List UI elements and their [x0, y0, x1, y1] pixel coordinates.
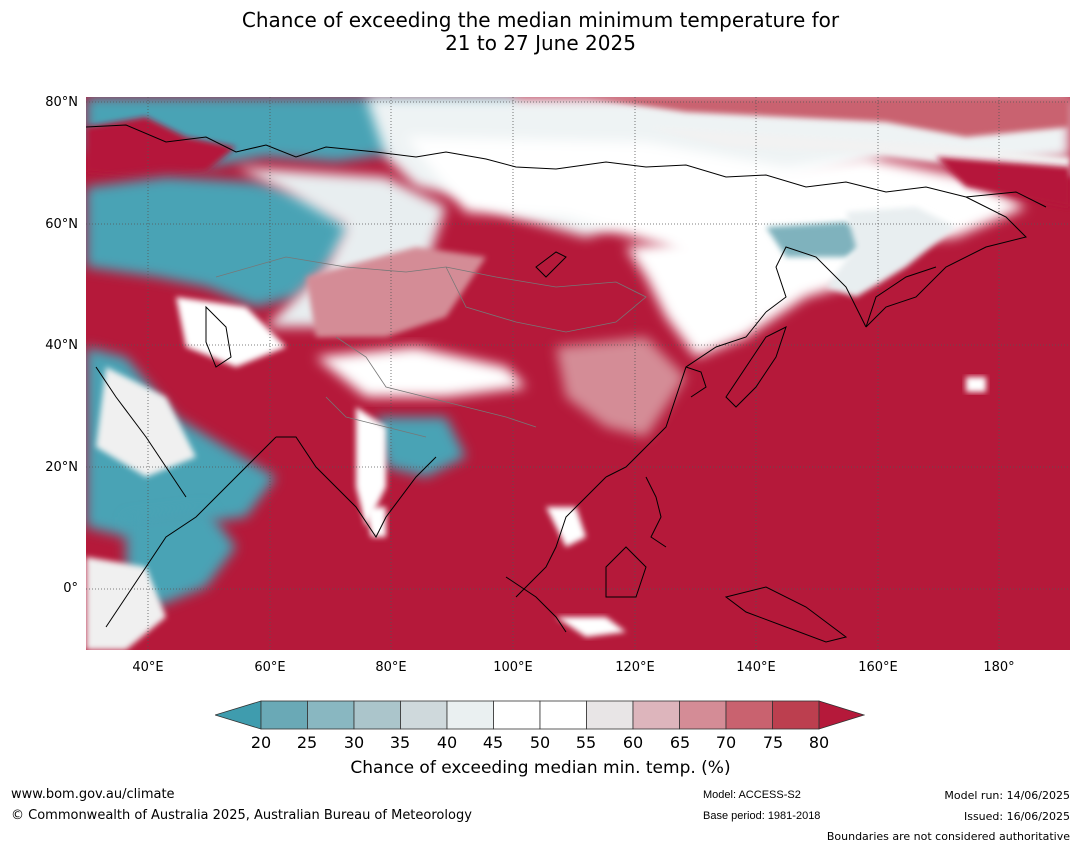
lat-label-60n: 60°N [45, 217, 78, 232]
colorbar-tick-55: 55 [575, 733, 597, 752]
model-run-date: Model run: 14/06/2025 [944, 789, 1070, 802]
field-kazakh-red [306, 247, 486, 337]
coastline-red-sea [95, 366, 187, 498]
field-caspian-white [176, 297, 286, 367]
coastline-japan [725, 326, 787, 408]
colorbar-tick-70: 70 [715, 733, 737, 752]
colorbar-segment [353, 700, 401, 730]
field-india-low [376, 417, 466, 477]
border-china-west [335, 336, 537, 428]
field-indochina-white [546, 507, 586, 547]
coastline-indochina [515, 476, 607, 598]
colorbar-segment [446, 700, 494, 730]
coastline-korea [685, 366, 707, 398]
field-pacific-white [966, 377, 986, 392]
coastline-north-europe [86, 124, 1047, 208]
colorbar-segment [539, 700, 587, 730]
colorbar-segments [215, 700, 865, 730]
title-line-1: Chance of exceeding the median minimum t… [241, 8, 840, 32]
coastline-sumatra [505, 576, 567, 633]
coastlines [86, 124, 1047, 643]
colorbar-segment [400, 700, 448, 730]
field-east-africa-low [126, 507, 236, 607]
coastline-borneo [605, 546, 647, 598]
colorbar-tick-40: 40 [436, 733, 458, 752]
colorbar-tick-50: 50 [529, 733, 551, 752]
coastline-new-guinea [724, 586, 848, 643]
colorbar-extend-high [818, 700, 865, 730]
colorbar-segment [679, 700, 727, 730]
colorbar-segment [632, 700, 680, 730]
colorbar-segment [493, 700, 541, 730]
lat-label-equator: 0° [63, 581, 78, 596]
map-title: Chance of exceeding the median minimum t… [0, 9, 1081, 55]
colorbar-label: Chance of exceeding median min. temp. (%… [350, 758, 731, 778]
coastline-arctic-east [865, 196, 1027, 328]
probability-map [86, 97, 1070, 650]
border-india-north [325, 396, 427, 438]
colorbar-segment [772, 700, 820, 730]
coastline-china-east [605, 311, 767, 478]
border-mongolia [445, 266, 647, 333]
field-indonesia-white [556, 617, 626, 637]
map-svg [86, 97, 1070, 650]
colorbar-tick-60: 60 [622, 733, 644, 752]
colorbar [215, 700, 865, 730]
website-link[interactable]: www.bom.gov.au/climate [11, 787, 175, 802]
lat-label-20n: 20°N [45, 460, 78, 475]
lon-label-80e: 80°E [375, 660, 407, 675]
lon-label-140e: 140°E [736, 660, 776, 675]
field-arabia-white [96, 367, 196, 477]
colorbar-tick-20: 20 [250, 733, 272, 752]
colorbar-tick-75: 75 [762, 733, 784, 752]
colorbar-segment [725, 700, 773, 730]
probability-fields [86, 97, 1070, 650]
field-siberia-white [406, 137, 1026, 287]
colorbar-segment [586, 700, 634, 730]
lon-label-120e: 120°E [615, 660, 655, 675]
field-northwest-red [86, 117, 236, 177]
field-arctic-light-band [646, 127, 1070, 177]
issued-date: Issued: 16/06/2025 [963, 810, 1070, 823]
colorbar-segment [307, 700, 355, 730]
colorbar-extend-low [215, 700, 262, 730]
model-name: Model: ACCESS-S2 [703, 789, 801, 801]
coastline-baikal [535, 251, 567, 278]
field-kamchatka-light [826, 207, 956, 297]
coastline-kamchatka [865, 266, 937, 328]
field-tibet-white [316, 347, 526, 397]
colorbar-tick-45: 45 [482, 733, 504, 752]
colorbar-segment [260, 700, 308, 730]
field-china-pink [556, 337, 686, 437]
graticule [86, 97, 1070, 650]
lon-label-160e: 160°E [858, 660, 898, 675]
field-arctic-red [586, 97, 1070, 137]
coastline-philippines [645, 476, 667, 548]
lat-label-40n: 40°N [45, 338, 78, 353]
coastline-caspian [205, 305, 232, 368]
coastline-okhotsk [765, 246, 867, 328]
base-period: Base period: 1981-2018 [703, 810, 821, 822]
colorbar-tick-35: 35 [389, 733, 411, 752]
country-borders [215, 256, 647, 438]
boundaries-disclaimer: Boundaries are not considered authoritat… [826, 830, 1070, 843]
lon-label-180: 180° [983, 660, 1015, 675]
title-line-2: 21 to 27 June 2025 [445, 31, 636, 55]
border-kazakhstan-russia [215, 256, 447, 278]
field-central-asia-low [86, 177, 356, 307]
copyright-text: © Commonwealth of Australia 2025, Austra… [11, 808, 472, 823]
lon-label-60e: 60°E [254, 660, 286, 675]
colorbar-tick-65: 65 [669, 733, 691, 752]
coastline-india [276, 436, 437, 538]
coastline-arabia [105, 436, 277, 628]
colorbar-tick-80: 80 [808, 733, 830, 752]
field-east-siberia-red [936, 157, 1070, 207]
colorbar-tick-25: 25 [296, 733, 318, 752]
lon-label-40e: 40°E [132, 660, 164, 675]
lat-label-80n: 80°N [45, 95, 78, 110]
colorbar-tick-30: 30 [343, 733, 365, 752]
lon-label-100e: 100°E [493, 660, 533, 675]
